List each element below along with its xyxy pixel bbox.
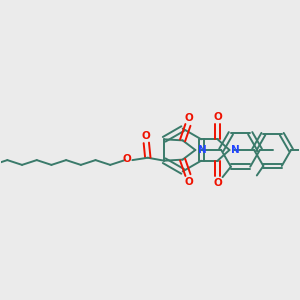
Text: N: N: [197, 145, 206, 155]
Text: O: O: [184, 113, 193, 123]
Text: N: N: [231, 145, 240, 155]
Text: O: O: [123, 154, 131, 164]
Text: O: O: [213, 178, 222, 188]
Text: O: O: [184, 177, 193, 187]
Text: O: O: [142, 131, 151, 141]
Text: O: O: [213, 112, 222, 122]
